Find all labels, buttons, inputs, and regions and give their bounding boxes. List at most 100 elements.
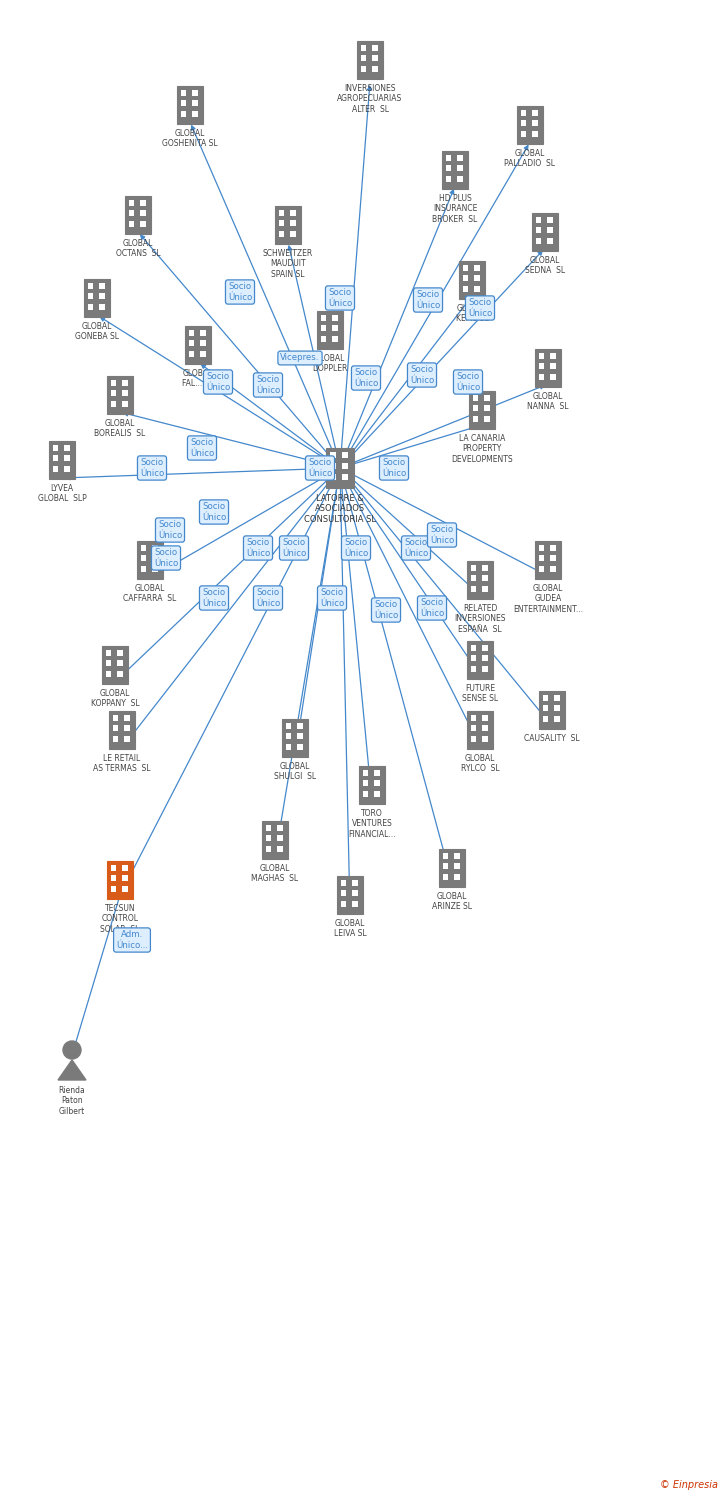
FancyBboxPatch shape xyxy=(111,380,116,386)
FancyBboxPatch shape xyxy=(357,40,383,80)
Text: Socio
Único: Socio Único xyxy=(354,369,378,387)
FancyBboxPatch shape xyxy=(372,66,378,72)
FancyBboxPatch shape xyxy=(124,716,130,720)
FancyBboxPatch shape xyxy=(277,825,282,831)
FancyBboxPatch shape xyxy=(181,90,186,96)
FancyBboxPatch shape xyxy=(342,474,349,480)
FancyBboxPatch shape xyxy=(87,304,93,310)
FancyBboxPatch shape xyxy=(482,666,488,672)
Text: GLOBAL
FAL... SL: GLOBAL FAL... SL xyxy=(182,369,214,388)
FancyBboxPatch shape xyxy=(341,880,347,885)
FancyBboxPatch shape xyxy=(290,220,296,226)
FancyBboxPatch shape xyxy=(554,716,560,722)
FancyBboxPatch shape xyxy=(341,891,347,896)
Text: GLOBAL
BOREALIS  SL: GLOBAL BOREALIS SL xyxy=(95,419,146,438)
FancyBboxPatch shape xyxy=(152,566,158,572)
Text: GLOBAL
NANNA  SL: GLOBAL NANNA SL xyxy=(527,392,569,411)
FancyBboxPatch shape xyxy=(374,790,380,796)
FancyBboxPatch shape xyxy=(99,294,105,298)
FancyBboxPatch shape xyxy=(532,120,538,126)
FancyBboxPatch shape xyxy=(443,853,448,858)
FancyBboxPatch shape xyxy=(482,736,488,742)
FancyBboxPatch shape xyxy=(454,864,460,868)
FancyBboxPatch shape xyxy=(64,446,70,450)
Text: Socio
Único: Socio Único xyxy=(382,459,406,477)
FancyBboxPatch shape xyxy=(185,326,211,364)
FancyBboxPatch shape xyxy=(374,770,380,776)
Text: Socio
Único: Socio Único xyxy=(430,525,454,544)
FancyBboxPatch shape xyxy=(113,726,119,730)
FancyBboxPatch shape xyxy=(521,110,526,116)
FancyBboxPatch shape xyxy=(352,880,357,885)
FancyBboxPatch shape xyxy=(117,650,123,656)
FancyBboxPatch shape xyxy=(554,705,560,711)
FancyBboxPatch shape xyxy=(484,405,490,411)
FancyBboxPatch shape xyxy=(363,790,368,796)
FancyBboxPatch shape xyxy=(129,220,135,226)
FancyBboxPatch shape xyxy=(192,100,198,106)
FancyBboxPatch shape xyxy=(482,586,488,592)
FancyBboxPatch shape xyxy=(359,766,385,804)
FancyBboxPatch shape xyxy=(49,441,75,479)
FancyBboxPatch shape xyxy=(542,705,548,711)
FancyBboxPatch shape xyxy=(117,660,123,666)
FancyBboxPatch shape xyxy=(539,363,545,369)
FancyBboxPatch shape xyxy=(326,448,354,488)
FancyBboxPatch shape xyxy=(200,351,206,357)
FancyBboxPatch shape xyxy=(111,876,116,880)
FancyBboxPatch shape xyxy=(99,284,105,288)
FancyBboxPatch shape xyxy=(64,456,70,460)
Text: Socio
Único: Socio Único xyxy=(202,588,226,608)
FancyBboxPatch shape xyxy=(446,165,451,171)
FancyBboxPatch shape xyxy=(484,394,490,400)
Circle shape xyxy=(63,1041,81,1059)
FancyBboxPatch shape xyxy=(285,744,291,750)
FancyBboxPatch shape xyxy=(124,736,130,742)
FancyBboxPatch shape xyxy=(320,326,326,332)
Text: GLOBAL
GONEBA SL: GLOBAL GONEBA SL xyxy=(75,322,119,342)
Text: LA CANARIA
PROPERTY
DEVELOPMENTS: LA CANARIA PROPERTY DEVELOPMENTS xyxy=(451,433,513,464)
FancyBboxPatch shape xyxy=(200,340,206,346)
Text: Adm.
Único...: Adm. Único... xyxy=(116,930,148,950)
FancyBboxPatch shape xyxy=(111,390,116,396)
FancyBboxPatch shape xyxy=(457,176,463,181)
Text: Socio
Único: Socio Único xyxy=(190,438,214,458)
FancyBboxPatch shape xyxy=(470,656,476,662)
FancyBboxPatch shape xyxy=(330,474,336,480)
FancyBboxPatch shape xyxy=(152,544,158,550)
FancyBboxPatch shape xyxy=(337,876,363,914)
Text: Socio
Único: Socio Único xyxy=(228,282,252,302)
FancyBboxPatch shape xyxy=(443,864,448,868)
Text: TECSUN
CONTROL
SOLAR  SL: TECSUN CONTROL SOLAR SL xyxy=(100,904,140,934)
FancyBboxPatch shape xyxy=(363,770,368,776)
FancyBboxPatch shape xyxy=(122,876,128,880)
Text: GLOBAL
DOPPLER: GLOBAL DOPPLER xyxy=(312,354,348,374)
FancyBboxPatch shape xyxy=(52,456,58,460)
FancyBboxPatch shape xyxy=(470,736,476,742)
FancyBboxPatch shape xyxy=(342,464,349,470)
FancyBboxPatch shape xyxy=(141,544,146,550)
FancyBboxPatch shape xyxy=(470,586,476,592)
FancyBboxPatch shape xyxy=(482,656,488,662)
FancyBboxPatch shape xyxy=(470,726,476,730)
FancyBboxPatch shape xyxy=(474,276,480,280)
FancyBboxPatch shape xyxy=(521,120,526,126)
Text: Socio
Único: Socio Único xyxy=(404,538,428,558)
FancyBboxPatch shape xyxy=(535,542,561,579)
FancyBboxPatch shape xyxy=(279,231,285,237)
FancyBboxPatch shape xyxy=(550,566,555,572)
Text: Socio
Único: Socio Único xyxy=(256,375,280,394)
FancyBboxPatch shape xyxy=(266,836,272,842)
FancyBboxPatch shape xyxy=(539,374,545,380)
FancyBboxPatch shape xyxy=(482,726,488,730)
FancyBboxPatch shape xyxy=(181,111,186,117)
FancyBboxPatch shape xyxy=(192,90,198,96)
FancyBboxPatch shape xyxy=(457,154,463,160)
FancyBboxPatch shape xyxy=(550,363,555,369)
FancyBboxPatch shape xyxy=(192,111,198,117)
Text: LYVEA
GLOBAL  SLP: LYVEA GLOBAL SLP xyxy=(38,484,87,504)
FancyBboxPatch shape xyxy=(536,228,542,232)
Text: GLOBAL
LEIVA SL: GLOBAL LEIVA SL xyxy=(333,920,366,939)
FancyBboxPatch shape xyxy=(122,400,128,406)
FancyBboxPatch shape xyxy=(482,716,488,720)
